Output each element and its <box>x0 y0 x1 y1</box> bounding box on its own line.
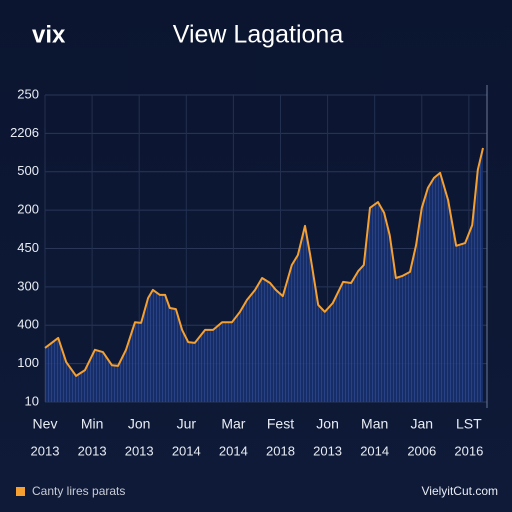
x-tick-label: Jur <box>177 416 197 432</box>
legend-swatch <box>16 487 25 496</box>
x-tick-year: 2006 <box>407 443 436 458</box>
chart-title: View Lagationa <box>173 21 344 49</box>
x-tick-year: 2018 <box>266 443 295 458</box>
y-tick-label: 100 <box>17 355 39 370</box>
y-tick-label: 10 <box>25 393 39 408</box>
x-tick-label: Mar <box>221 416 245 432</box>
x-tick-label: Nev <box>33 416 58 432</box>
x-tick-year: 2014 <box>172 443 201 458</box>
x-tick-label: Jon <box>316 416 339 432</box>
y-tick-label: 300 <box>17 278 39 293</box>
y-tick-label: 400 <box>17 317 39 332</box>
x-tick-year: 2014 <box>360 443 389 458</box>
x-tick-label: Man <box>361 416 388 432</box>
logo: vix <box>32 21 66 48</box>
y-tick-label: 2206 <box>10 125 39 140</box>
x-tick-label: Min <box>81 416 104 432</box>
x-tick-label: Fest <box>267 416 294 432</box>
x-tick-label: Jon <box>128 416 151 432</box>
x-tick-label: Jan <box>410 416 433 432</box>
x-tick-year: 2013 <box>125 443 154 458</box>
area-stripes <box>45 148 483 402</box>
line <box>44 147 484 377</box>
y-tick-label: 250 <box>17 86 39 101</box>
x-tick-label: LST <box>456 416 482 432</box>
y-tick-label: 500 <box>17 163 39 178</box>
y-tick-label: 200 <box>17 202 39 217</box>
x-tick-year: 2013 <box>78 443 107 458</box>
watermark: VielyitCut.com <box>422 484 498 498</box>
x-tick-year: 2013 <box>31 443 60 458</box>
y-tick-label: 450 <box>17 240 39 255</box>
x-tick-year: 2016 <box>454 443 483 458</box>
legend-label: Canty lires parats <box>32 484 125 498</box>
x-tick-year: 2014 <box>219 443 248 458</box>
x-tick-year: 2013 <box>313 443 342 458</box>
